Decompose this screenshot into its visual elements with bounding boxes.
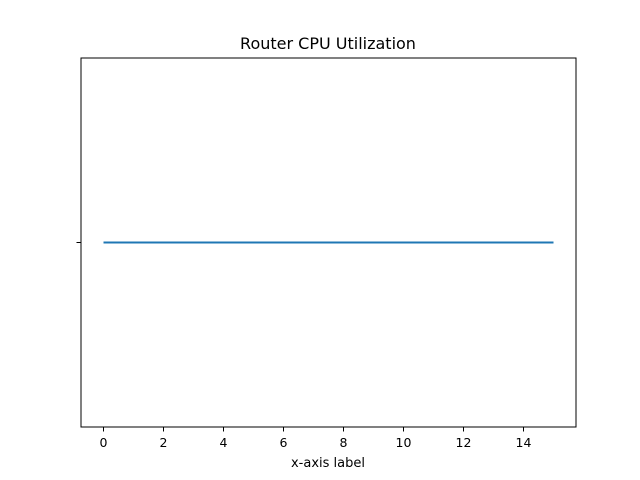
x-tick-label: 12 bbox=[456, 435, 472, 450]
x-tick-label: 4 bbox=[220, 435, 228, 450]
plot-frame bbox=[80, 57, 577, 428]
x-tick-label: 6 bbox=[280, 435, 288, 450]
x-axis-label: x-axis label bbox=[291, 456, 365, 471]
x-tick-label: 14 bbox=[516, 435, 532, 450]
x-tick-label: 10 bbox=[396, 435, 412, 450]
x-tick-label: 8 bbox=[340, 435, 348, 450]
x-axis-ticks: 0 2 4 6 8 10 12 14 bbox=[100, 427, 532, 450]
x-tick-label: 2 bbox=[160, 435, 168, 450]
chart-title: Router CPU Utilization bbox=[240, 34, 416, 53]
x-tick-label: 0 bbox=[100, 435, 108, 450]
